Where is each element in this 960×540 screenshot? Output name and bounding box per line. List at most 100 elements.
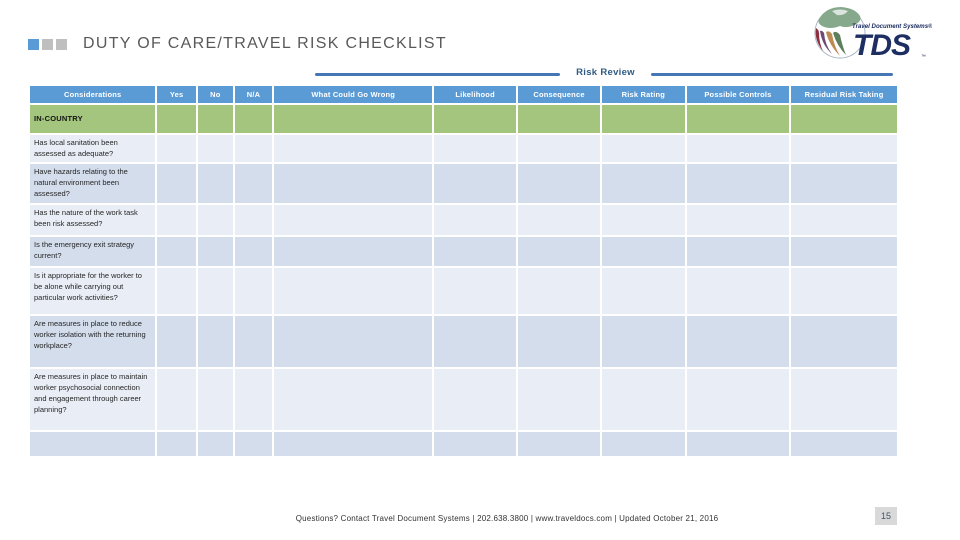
section-label: Risk Review (576, 67, 635, 78)
answer-cell (274, 369, 433, 430)
answer-cell (686, 164, 790, 203)
answer-cell (274, 164, 433, 203)
bullet-square-icon (56, 38, 67, 50)
answer-cell (434, 237, 517, 266)
logo-trademark: ™ (921, 54, 926, 60)
table-row: Is it appropriate for the worker to be a… (30, 268, 897, 314)
answer-cell (234, 316, 273, 367)
answer-cell (518, 268, 600, 314)
answer-cell (601, 237, 685, 266)
answer-cell (601, 205, 685, 235)
answer-cell (157, 316, 196, 367)
answer-cell (791, 432, 897, 456)
answer-cell (157, 237, 196, 266)
risk-checklist-table: Considerations Yes No N/A What Could Go … (28, 84, 899, 458)
answer-cell (791, 237, 897, 266)
col-header-considerations: Considerations (30, 86, 156, 103)
consideration-cell: Are measures in place to maintain worker… (30, 369, 156, 430)
col-header-likelihood: Likelihood (434, 86, 517, 103)
answer-cell (686, 432, 790, 456)
answer-cell (791, 369, 897, 430)
col-header-residual-risk-taking: Residual Risk Taking (791, 86, 897, 103)
section-row-label: IN-COUNTRY (30, 105, 156, 133)
answer-cell (197, 205, 233, 235)
answer-cell (686, 105, 790, 133)
answer-cell (234, 369, 273, 430)
col-header-risk-rating: Risk Rating (601, 86, 685, 103)
table-row: Are measures in place to reduce worker i… (30, 316, 897, 367)
answer-cell (601, 369, 685, 430)
consideration-cell: Have hazards relating to the natural env… (30, 164, 156, 203)
answer-cell (434, 205, 517, 235)
answer-cell (234, 268, 273, 314)
page-title: DUTY OF CARE/TRAVEL RISK CHECKLIST (83, 35, 447, 52)
col-header-consequence: Consequence (518, 86, 600, 103)
answer-cell (157, 135, 196, 162)
col-header-possible-controls: Possible Controls (686, 86, 790, 103)
answer-cell (686, 135, 790, 162)
consideration-cell: Are measures in place to reduce worker i… (30, 316, 156, 367)
answer-cell (686, 316, 790, 367)
answer-cell (518, 164, 600, 203)
table-row: Are measures in place to maintain worker… (30, 369, 897, 430)
answer-cell (601, 432, 685, 456)
col-header-yes: Yes (157, 86, 196, 103)
consideration-cell: Is it appropriate for the worker to be a… (30, 268, 156, 314)
bullet-square-icon (28, 38, 39, 50)
answer-cell (518, 432, 600, 456)
answer-cell (274, 105, 433, 133)
answer-cell (434, 316, 517, 367)
answer-cell (197, 164, 233, 203)
answer-cell (157, 164, 196, 203)
globe-icon (814, 7, 866, 59)
answer-cell (197, 268, 233, 314)
col-header-na: N/A (234, 86, 273, 103)
answer-cell (234, 432, 273, 456)
answer-cell (274, 316, 433, 367)
divider-line (651, 73, 893, 76)
table-row: Have hazards relating to the natural env… (30, 164, 897, 203)
table-row: Is the emergency exit strategy current? (30, 237, 897, 266)
answer-cell (518, 316, 600, 367)
consideration-cell: Is the emergency exit strategy current? (30, 237, 156, 266)
answer-cell (274, 432, 433, 456)
answer-cell (686, 369, 790, 430)
table-row (30, 432, 897, 456)
answer-cell (234, 135, 273, 162)
answer-cell (234, 205, 273, 235)
answer-cell (234, 105, 273, 133)
answer-cell (601, 164, 685, 203)
answer-cell (791, 316, 897, 367)
answer-cell (601, 316, 685, 367)
answer-cell (791, 135, 897, 162)
answer-cell (686, 205, 790, 235)
answer-cell (274, 205, 433, 235)
answer-cell (518, 135, 600, 162)
answer-cell (686, 268, 790, 314)
answer-cell (234, 164, 273, 203)
col-header-what-could-go-wrong: What Could Go Wrong (274, 86, 433, 103)
answer-cell (234, 237, 273, 266)
risk-review-divider: Risk Review (0, 67, 960, 83)
page-number: 15 (875, 507, 897, 525)
col-header-no: No (197, 86, 233, 103)
divider-line (315, 73, 560, 76)
answer-cell (791, 268, 897, 314)
footer-text: Questions? Contact Travel Document Syste… (295, 514, 719, 523)
answer-cell (157, 105, 196, 133)
answer-cell (274, 237, 433, 266)
consideration-cell: Has local sanitation been assessed as ad… (30, 135, 156, 162)
section-row: IN-COUNTRY (30, 105, 897, 133)
answer-cell (197, 316, 233, 367)
answer-cell (157, 205, 196, 235)
answer-cell (434, 105, 517, 133)
table-row: Has the nature of the work task been ris… (30, 205, 897, 235)
table-row: Has local sanitation been assessed as ad… (30, 135, 897, 162)
logo-abbr-text: TDS (853, 29, 911, 61)
answer-cell (197, 432, 233, 456)
answer-cell (434, 432, 517, 456)
answer-cell (434, 268, 517, 314)
answer-cell (197, 369, 233, 430)
answer-cell (518, 237, 600, 266)
